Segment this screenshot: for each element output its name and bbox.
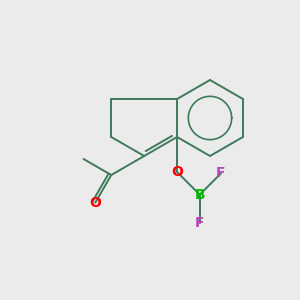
Text: B: B (194, 188, 205, 202)
Text: O: O (171, 165, 183, 179)
Text: F: F (216, 167, 226, 180)
Text: F: F (195, 216, 205, 230)
Text: O: O (89, 196, 101, 210)
